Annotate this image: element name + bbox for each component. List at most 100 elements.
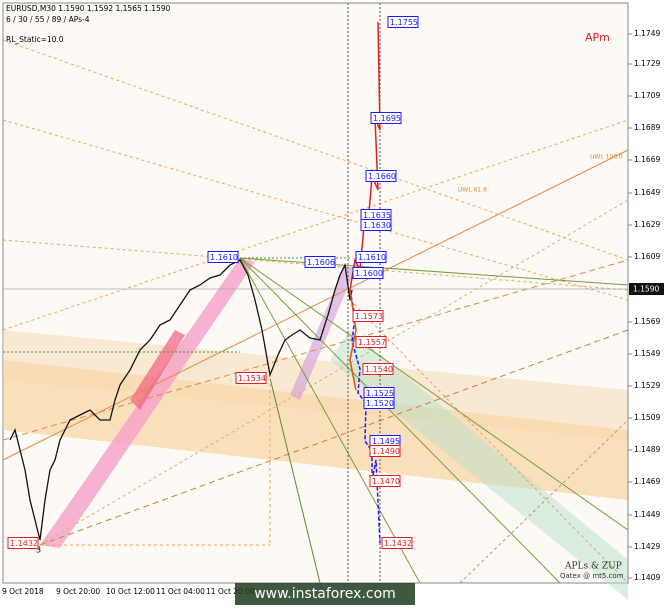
tag-text: 1.1630	[363, 221, 391, 230]
price-label: 1.1689	[634, 123, 660, 132]
level-tag: 1.1540	[362, 363, 394, 375]
tag-box	[387, 16, 419, 28]
price-axis: 1.1749 1.1729 1.1709 1.1689 1.1669 1.1649 1.16…	[2, 3, 664, 596]
current-price-box	[629, 283, 664, 295]
level-tag: 1.1610	[355, 251, 387, 263]
level-tag: 1.1610	[207, 251, 239, 263]
tag-text: 1.1540	[365, 365, 393, 374]
fan-line	[2, 119, 629, 331]
price-label: 1.1749	[634, 29, 660, 38]
level-tag: 1.1695	[370, 112, 402, 124]
symbol-line: EURUSD,M30 1.1590 1.1592 1.1565 1.1590	[6, 4, 171, 13]
price-label: 1.1649	[634, 188, 660, 197]
fan-line	[239, 257, 561, 584]
tag-box	[207, 251, 239, 263]
fan-line	[2, 149, 629, 461]
tag-text: 1.1490	[372, 447, 400, 456]
tag-text: 1.1470	[372, 477, 400, 486]
tag-box	[365, 170, 397, 182]
tag-box	[369, 475, 401, 487]
price-label: 1.1509	[634, 413, 660, 422]
tag-box	[369, 445, 401, 457]
level-tag: 1.1495	[369, 435, 401, 447]
tag-box	[370, 112, 402, 124]
level-tag: 1.1660	[365, 170, 397, 182]
time-label: 9 Oct 2018	[2, 587, 44, 596]
tag-text: 1.1557	[358, 338, 386, 347]
tag-text: 1.1606	[307, 258, 335, 267]
fan-line	[239, 257, 629, 531]
price-label: 1.1669	[634, 155, 660, 164]
fan-line	[349, 299, 629, 584]
tag-text: 1.1573	[355, 312, 383, 321]
tag-box	[360, 219, 392, 231]
tag-text: 1.1610	[358, 253, 386, 262]
method-label: APm	[585, 31, 610, 44]
time-label: 11 Oct 04:00	[156, 587, 205, 596]
tag-box	[352, 267, 384, 279]
tag-text: 1.1660	[368, 172, 396, 181]
price-label: 1.1549	[634, 349, 660, 358]
price-label: 1.1609	[634, 252, 660, 261]
price-label: 1.1469	[634, 477, 660, 486]
watermark-bg	[235, 583, 415, 605]
price-label: 1.1629	[634, 220, 660, 229]
time-label: 11 Oct 20:00	[206, 587, 255, 596]
time-label: 9 Oct 20:00	[56, 587, 100, 596]
tag-text: 1.1520	[366, 399, 394, 408]
level-tag: 1.1432	[7, 537, 39, 549]
price-label: 1.1409	[634, 573, 660, 582]
level-tag: 1.1432	[381, 537, 413, 549]
fan-line	[39, 329, 629, 546]
level-tag: 1.1557	[355, 336, 387, 348]
tag-box	[235, 372, 267, 384]
current-price: 1.1590	[633, 285, 659, 294]
price-label: 1.1569	[634, 317, 660, 326]
level-tag: 1.1520	[363, 397, 395, 409]
tag-box	[363, 397, 395, 409]
tag-box	[381, 537, 413, 549]
price-label: 1.1449	[634, 510, 660, 519]
tag-text: 1.1695	[373, 114, 401, 123]
tag-text: 1.1610	[210, 253, 238, 262]
fan-label: UWL 100.0	[590, 154, 623, 161]
tag-box	[355, 251, 387, 263]
price-label: 1.1729	[634, 59, 660, 68]
pivot-label: 3	[36, 546, 41, 555]
level-tag: 1.1755	[387, 16, 419, 28]
tag-text: 1.1432	[10, 539, 38, 548]
fan-lines	[2, 3, 629, 584]
fan-line	[2, 119, 629, 301]
price-label: 1.1429	[634, 542, 660, 551]
level-tag: 1.1525	[363, 387, 395, 399]
fan-line	[239, 257, 421, 584]
level-tag: 1.1606	[304, 256, 336, 268]
tag-text: 1.1755	[390, 18, 418, 27]
fan-label: UWL 61.8	[458, 187, 487, 194]
tag-box	[362, 363, 394, 375]
tag-box	[355, 336, 387, 348]
watermark: www.instaforex.com	[254, 586, 396, 602]
tag-text: 1.1495	[372, 437, 400, 446]
level-tag: 1.1573	[352, 310, 384, 322]
green-band	[330, 330, 628, 600]
time-label: 10 Oct 12:00	[106, 587, 155, 596]
tag-box	[304, 256, 336, 268]
level-tag: 1.1534	[235, 372, 267, 384]
fan-line	[2, 259, 629, 441]
tag-text: 1.1432	[384, 539, 412, 548]
tag-text: 1.1534	[238, 374, 266, 383]
level-tag: 1.1470	[369, 475, 401, 487]
tag-text: 1.1635	[363, 211, 391, 220]
price-label: 1.1489	[634, 445, 660, 454]
price-label: 1.1529	[634, 381, 660, 390]
price-label: 1.1709	[634, 91, 660, 100]
level-tag: 1.1490	[369, 445, 401, 457]
credit: Qatex @ mt5.com	[560, 572, 624, 580]
credit: APLs & ZUP	[564, 562, 622, 572]
tag-box	[7, 537, 39, 549]
